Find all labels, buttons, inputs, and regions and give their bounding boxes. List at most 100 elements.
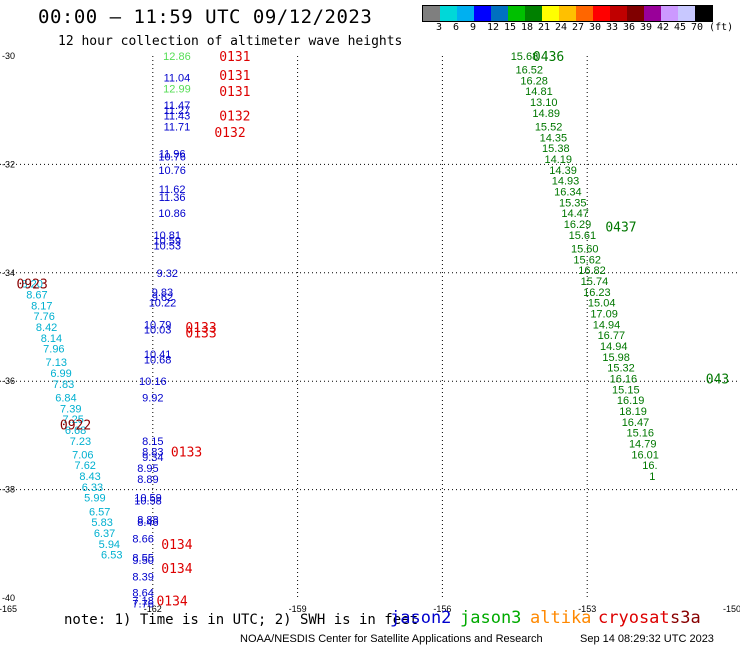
colorbar-swatch: [457, 6, 474, 21]
swh-value: 7.06: [72, 449, 93, 461]
lat-tick-label: -30: [2, 51, 15, 61]
swh-value: 8.67: [26, 289, 47, 301]
swh-value: 7.83: [53, 379, 74, 391]
colorbar-swatch: [423, 6, 440, 21]
swh-value: 14.81: [525, 86, 553, 98]
map-title: 00:00 – 11:59 UTC 09/12/2023: [38, 6, 373, 28]
swh-value: 11.71: [164, 121, 191, 133]
swh-value: 6.68: [65, 425, 86, 437]
pass-time-label: 0133: [171, 446, 202, 461]
swh-value: 8.64: [132, 588, 153, 600]
colorbar-swatch: [678, 6, 695, 21]
colorbar-label: 30: [589, 22, 602, 33]
colorbar-label: 9: [470, 22, 477, 33]
lat-lon-grid: [0, 56, 740, 598]
swh-value: 9.92: [142, 392, 163, 404]
swh-value: 10.59: [134, 493, 162, 505]
colorbar-label: 36: [623, 22, 636, 33]
swh-value: 16.: [642, 460, 657, 472]
swh-value: 11.36: [159, 192, 186, 204]
swh-value: 8.15: [142, 436, 163, 448]
colorbar-label: 33: [606, 22, 619, 33]
lon-tick-label: -159: [289, 604, 307, 614]
swh-value: 16.19: [617, 395, 645, 407]
pass-time-label: 0131: [219, 85, 250, 100]
swh-value: 8.42: [36, 322, 57, 334]
legend-item-s3a: s3a: [670, 608, 701, 628]
pass-time-label: 0132: [214, 126, 245, 141]
swh-value: 8.20: [21, 279, 42, 291]
swh-value: 10.53: [154, 241, 182, 253]
swh-value: 16.28: [520, 75, 548, 87]
swh-points: 11.0411.4711.2711.4311.7111.9610.7610.76…: [21, 51, 658, 610]
swh-value: 6.84: [55, 392, 76, 404]
colorbar-label: 12: [487, 22, 500, 33]
swh-value: 5.99: [84, 493, 105, 505]
swh-value: 7.76: [33, 311, 54, 323]
pass-time-label: 0134: [156, 595, 187, 610]
swh-value: 14.47: [561, 208, 589, 220]
credit-line: NOAA/NESDIS Center for Satellite Applica…: [240, 633, 543, 645]
colorbar-swatch: [440, 6, 457, 21]
swh-value: 16.52: [516, 65, 544, 77]
swh-value: 15.32: [607, 363, 635, 375]
colorbar-swatch: [593, 6, 610, 21]
colorbar-label: 18: [521, 22, 534, 33]
swh-value: 7.18: [132, 596, 153, 608]
swh-value: 10.76: [158, 151, 186, 163]
swh-value: 8.46: [137, 517, 158, 529]
swh-value: 11.62: [159, 184, 186, 196]
swh-value: 15.16: [627, 428, 655, 440]
swh-value: 13.10: [530, 97, 558, 109]
lon-tick-label: -165: [0, 604, 17, 614]
swh-value: 6.57: [89, 506, 110, 518]
colorbar-label: 3: [436, 22, 443, 33]
swh-value: 14.89: [532, 108, 560, 120]
swh-value: 8.95: [137, 463, 158, 475]
swh-value: 10.03: [144, 325, 172, 337]
pass-time-label: 0133: [185, 326, 216, 341]
colorbar-label: 24: [555, 22, 568, 33]
swh-value: 14.93: [552, 176, 580, 188]
swh-value: 6.99: [50, 368, 71, 380]
legend-item-cryosat: cryosat: [598, 608, 670, 628]
swh-value: 6.53: [101, 550, 122, 562]
colorbar-swatch: [491, 6, 508, 21]
colorbar-label: 27: [572, 22, 585, 33]
colorbar-label: 45: [674, 22, 687, 33]
pass-time-label: 0134: [161, 538, 192, 553]
lon-tick-label: -150: [723, 604, 740, 614]
swh-value: 15.35: [559, 197, 587, 209]
swh-value: 16.23: [583, 287, 611, 299]
pass-labels: 0131013101310132013204360437043092301330…: [16, 50, 729, 610]
swh-value: 15.68: [511, 51, 539, 63]
swh-value: 10.59: [154, 235, 182, 247]
swh-value: 5.94: [99, 539, 120, 551]
swh-value: 16.47: [622, 417, 650, 429]
pass-time-label: 0133: [185, 321, 216, 336]
swh-value: 16.34: [554, 187, 582, 199]
swh-value: 8.89: [137, 474, 158, 486]
lat-tick-label: -40: [2, 593, 15, 603]
swh-value: 8.66: [132, 533, 153, 545]
swh-value: 12.86: [163, 51, 191, 63]
map-subtitle: 12 hour collection of altimeter wave hei…: [58, 34, 403, 49]
swh-value: 7.76: [132, 598, 153, 610]
colorbar-label: 15: [504, 22, 517, 33]
colorbar-swatch: [610, 6, 627, 21]
pass-time-label: 0922: [60, 419, 91, 434]
swh-value: 14.94: [600, 341, 628, 353]
swh-value: 14.39: [549, 165, 577, 177]
swh-value: 16.16: [610, 373, 638, 385]
swh-value: 14.94: [593, 319, 621, 331]
swh-value: 9.32: [157, 268, 178, 280]
swh-value: 9.83: [152, 287, 173, 299]
pass-time-label: 0437: [605, 221, 636, 236]
swh-value: 10.79: [144, 319, 172, 331]
colorbar-swatch: [644, 6, 661, 21]
swh-value: 8.17: [31, 300, 52, 312]
swh-value: 15.04: [588, 298, 616, 310]
swh-value: 10.81: [154, 230, 182, 242]
